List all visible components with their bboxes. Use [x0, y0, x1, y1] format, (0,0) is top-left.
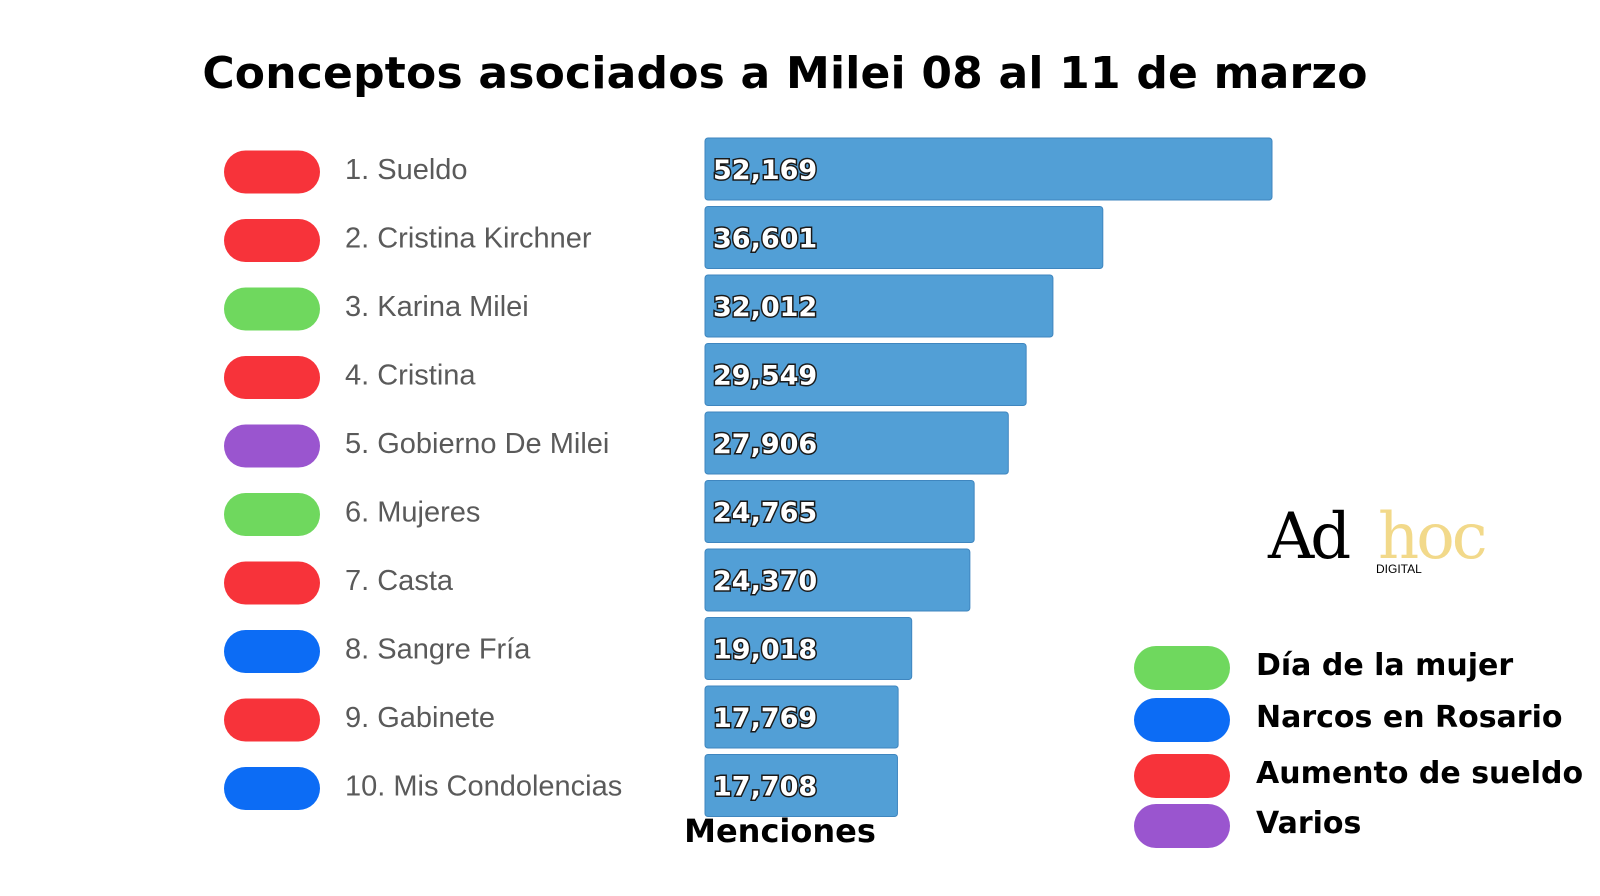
bar [704, 480, 975, 543]
logo-accent-text: hoc [1378, 500, 1488, 574]
bar [704, 137, 1273, 201]
category-label: 2. Cristina Kirchner [345, 223, 592, 255]
legend-label: Narcos en Rosario [1256, 700, 1563, 735]
bar [704, 754, 898, 817]
bar [704, 343, 1027, 406]
category-pill [224, 698, 320, 742]
category-pill [224, 287, 320, 331]
legend-swatch [1134, 754, 1230, 798]
category-label: 10. Mis Condolencias [345, 771, 622, 803]
legend-label: Día de la mujer [1256, 648, 1514, 683]
x-axis-label: Menciones [684, 812, 876, 850]
category-label: 5. Gobierno De Milei [345, 428, 609, 460]
bar [704, 617, 913, 680]
category-label: 8. Sangre Fría [345, 634, 531, 666]
category-label: 1. Sueldo [345, 154, 468, 186]
bar [704, 685, 899, 749]
category-label: 7. Casta [345, 565, 454, 597]
logo-sub-text: DIGITAL [1376, 562, 1422, 576]
bar [704, 274, 1054, 338]
bar [704, 411, 1009, 475]
legend-label: Aumento de sueldo [1256, 756, 1584, 791]
category-pill [224, 561, 320, 605]
legend-item: Día de la mujer [1134, 646, 1594, 690]
bar-value-label: 29,549 [713, 361, 817, 392]
category-pill [224, 630, 320, 673]
category-label: 3. Karina Milei [345, 291, 529, 323]
legend-swatch [1134, 804, 1230, 848]
bar-value-label: 27,906 [713, 429, 817, 460]
bar-value-label: 36,601 [713, 224, 817, 255]
category-pill [224, 356, 320, 399]
adhoc-logo: Ad hoc DIGITAL [1268, 500, 1508, 590]
category-label: 6. Mujeres [345, 497, 480, 529]
category-label: 4. Cristina [345, 360, 476, 392]
bar [704, 548, 971, 612]
category-label: 9. Gabinete [345, 702, 495, 734]
category-pill [224, 767, 320, 810]
bar-value-label: 52,169 [713, 155, 817, 186]
category-pill [224, 493, 320, 536]
legend-swatch [1134, 698, 1230, 742]
legend-label: Varios [1256, 806, 1362, 841]
bar-value-label: 32,012 [713, 292, 817, 323]
bar [704, 206, 1104, 269]
logo-main-text: Ad [1268, 500, 1351, 574]
bar-value-label: 24,765 [713, 498, 817, 529]
legend-item: Varios [1134, 804, 1594, 848]
legend-item: Narcos en Rosario [1134, 698, 1594, 742]
bar-value-label: 17,708 [713, 772, 817, 803]
chart-title: Conceptos asociados a Milei 08 al 11 de … [202, 48, 1368, 99]
bar-value-label: 19,018 [713, 635, 817, 666]
bar-value-label: 17,769 [713, 703, 817, 734]
bar-value-label: 24,370 [713, 566, 817, 597]
category-pill [224, 424, 320, 468]
legend-swatch [1134, 646, 1230, 690]
category-pill [224, 219, 320, 262]
category-pill [224, 150, 320, 194]
legend-item: Aumento de sueldo [1134, 754, 1594, 798]
